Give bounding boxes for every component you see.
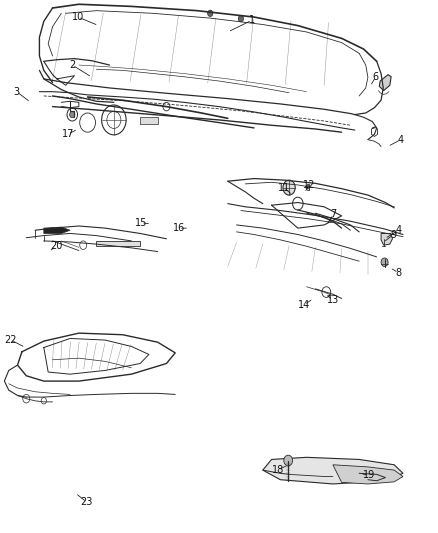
Text: 7: 7 <box>331 209 337 219</box>
Circle shape <box>284 455 293 466</box>
Text: 15: 15 <box>135 218 147 228</box>
Polygon shape <box>379 75 391 91</box>
Text: 19: 19 <box>363 471 375 480</box>
Text: 2: 2 <box>69 60 75 70</box>
Text: 12: 12 <box>303 181 315 190</box>
Circle shape <box>381 258 388 266</box>
Polygon shape <box>96 241 140 246</box>
Polygon shape <box>44 227 70 233</box>
Polygon shape <box>140 117 158 124</box>
Polygon shape <box>381 233 392 245</box>
Text: 22: 22 <box>5 335 17 345</box>
Text: 9: 9 <box>390 230 396 239</box>
Text: 3: 3 <box>14 87 20 96</box>
Text: 4: 4 <box>398 135 404 144</box>
Circle shape <box>306 185 309 189</box>
Text: 17: 17 <box>62 130 74 139</box>
Text: 4: 4 <box>396 225 402 235</box>
Circle shape <box>208 10 213 17</box>
Polygon shape <box>263 457 403 484</box>
Text: 10: 10 <box>72 12 84 22</box>
Text: 14: 14 <box>298 300 311 310</box>
Text: 1: 1 <box>249 15 255 25</box>
Text: 11: 11 <box>278 183 290 192</box>
Text: 6: 6 <box>373 72 379 82</box>
Text: 18: 18 <box>272 465 284 475</box>
Text: 16: 16 <box>173 223 185 233</box>
Text: 23: 23 <box>81 497 93 507</box>
Text: 8: 8 <box>396 268 402 278</box>
Circle shape <box>283 180 295 195</box>
Text: 20: 20 <box>50 241 62 251</box>
Circle shape <box>70 111 75 118</box>
Circle shape <box>238 15 244 22</box>
Polygon shape <box>333 465 403 484</box>
Text: 13: 13 <box>327 295 339 304</box>
